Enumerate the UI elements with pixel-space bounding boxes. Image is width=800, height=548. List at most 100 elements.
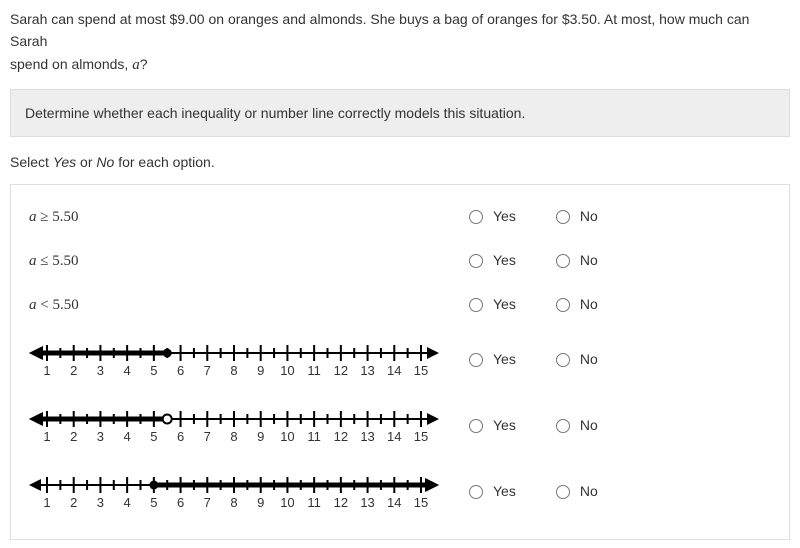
yes-label: Yes xyxy=(493,414,516,436)
no-choice[interactable]: No xyxy=(556,249,598,271)
no-label: No xyxy=(580,414,598,436)
svg-text:3: 3 xyxy=(97,363,104,378)
no-radio[interactable] xyxy=(556,298,570,312)
no-radio[interactable] xyxy=(556,210,570,224)
no-label: No xyxy=(580,348,598,370)
q-total: $9.00 xyxy=(170,11,205,27)
no-choice[interactable]: No xyxy=(556,414,598,436)
answer-group: Yes No xyxy=(469,293,598,315)
svg-text:1: 1 xyxy=(43,429,50,444)
svg-text:13: 13 xyxy=(360,429,374,444)
sp-post: for each option. xyxy=(114,154,214,170)
svg-text:5: 5 xyxy=(150,429,157,444)
option-row: 123456789101112131415YesNo xyxy=(29,393,771,459)
svg-text:3: 3 xyxy=(97,495,104,510)
svg-text:5: 5 xyxy=(150,495,157,510)
svg-text:1: 1 xyxy=(43,363,50,378)
svg-text:2: 2 xyxy=(70,495,77,510)
q-line2-pre: spend on almonds, xyxy=(10,56,132,72)
no-choice[interactable]: No xyxy=(556,205,598,227)
sp-pre: Select xyxy=(10,154,53,170)
answer-group: Yes No xyxy=(469,348,598,370)
svg-text:2: 2 xyxy=(70,429,77,444)
yes-label: Yes xyxy=(493,348,516,370)
q-line2-post: ? xyxy=(140,56,148,72)
no-label: No xyxy=(580,249,598,271)
option-content: a ≤ 5.50 xyxy=(29,249,469,273)
svg-text:11: 11 xyxy=(307,429,321,444)
option-row: 123456789101112131415YesNo xyxy=(29,459,771,525)
answer-group: Yes No xyxy=(469,480,598,502)
svg-text:15: 15 xyxy=(414,495,428,510)
no-radio[interactable] xyxy=(556,485,570,499)
option-row: a < 5.50 Yes No xyxy=(29,283,771,327)
yes-radio[interactable] xyxy=(469,485,483,499)
svg-text:4: 4 xyxy=(124,363,131,378)
svg-text:6: 6 xyxy=(177,363,184,378)
yes-radio[interactable] xyxy=(469,210,483,224)
option-content: a < 5.50 xyxy=(29,293,469,317)
q-mid: on oranges and almonds. She buys a bag o… xyxy=(205,11,562,27)
yes-choice[interactable]: Yes xyxy=(469,480,516,502)
yes-choice[interactable]: Yes xyxy=(469,293,516,315)
option-content: 123456789101112131415 xyxy=(29,469,469,515)
svg-text:12: 12 xyxy=(334,495,348,510)
instruction-text: Determine whether each inequality or num… xyxy=(25,105,525,121)
svg-text:14: 14 xyxy=(387,429,401,444)
yes-choice[interactable]: Yes xyxy=(469,414,516,436)
svg-text:10: 10 xyxy=(280,495,294,510)
option-content: 123456789101112131415 xyxy=(29,337,469,383)
q-variable: a xyxy=(132,57,140,73)
yes-choice[interactable]: Yes xyxy=(469,205,516,227)
yes-choice[interactable]: Yes xyxy=(469,348,516,370)
inequality-expression: a ≥ 5.50 xyxy=(29,205,78,229)
no-choice[interactable]: No xyxy=(556,293,598,315)
svg-text:8: 8 xyxy=(230,495,237,510)
numberline-diagram: 123456789101112131415 xyxy=(29,403,439,449)
instruction-box: Determine whether each inequality or num… xyxy=(10,89,790,137)
svg-text:9: 9 xyxy=(257,363,264,378)
svg-text:6: 6 xyxy=(177,495,184,510)
svg-text:9: 9 xyxy=(257,429,264,444)
no-label: No xyxy=(580,480,598,502)
svg-text:4: 4 xyxy=(124,495,131,510)
no-choice[interactable]: No xyxy=(556,480,598,502)
svg-text:6: 6 xyxy=(177,429,184,444)
svg-text:12: 12 xyxy=(334,429,348,444)
svg-text:1: 1 xyxy=(43,495,50,510)
option-row: a ≤ 5.50 Yes No xyxy=(29,239,771,283)
svg-text:2: 2 xyxy=(70,363,77,378)
yes-choice[interactable]: Yes xyxy=(469,249,516,271)
no-radio[interactable] xyxy=(556,353,570,367)
sp-yes: Yes xyxy=(53,154,76,170)
no-label: No xyxy=(580,205,598,227)
svg-text:8: 8 xyxy=(230,429,237,444)
yes-radio[interactable] xyxy=(469,419,483,433)
svg-text:7: 7 xyxy=(204,429,211,444)
svg-text:7: 7 xyxy=(204,363,211,378)
yes-radio[interactable] xyxy=(469,298,483,312)
yes-label: Yes xyxy=(493,249,516,271)
svg-text:13: 13 xyxy=(360,363,374,378)
svg-text:10: 10 xyxy=(280,429,294,444)
answer-group: Yes No xyxy=(469,414,598,436)
svg-text:14: 14 xyxy=(387,363,401,378)
svg-text:15: 15 xyxy=(414,429,428,444)
no-choice[interactable]: No xyxy=(556,348,598,370)
yes-radio[interactable] xyxy=(469,353,483,367)
svg-text:11: 11 xyxy=(307,363,321,378)
no-radio[interactable] xyxy=(556,419,570,433)
numberline-diagram: 123456789101112131415 xyxy=(29,337,439,383)
select-prompt: Select Yes or No for each option. xyxy=(10,151,790,173)
option-row: 123456789101112131415YesNo xyxy=(29,327,771,393)
svg-text:8: 8 xyxy=(230,363,237,378)
svg-text:3: 3 xyxy=(97,429,104,444)
sp-mid: or xyxy=(76,154,96,170)
options-box: a ≥ 5.50YesNoa ≤ 5.50YesNoa < 5.50YesNo1… xyxy=(10,184,790,540)
no-label: No xyxy=(580,293,598,315)
yes-label: Yes xyxy=(493,293,516,315)
yes-radio[interactable] xyxy=(469,254,483,268)
option-content: a ≥ 5.50 xyxy=(29,205,469,229)
q-oranges: $3.50 xyxy=(562,11,597,27)
no-radio[interactable] xyxy=(556,254,570,268)
